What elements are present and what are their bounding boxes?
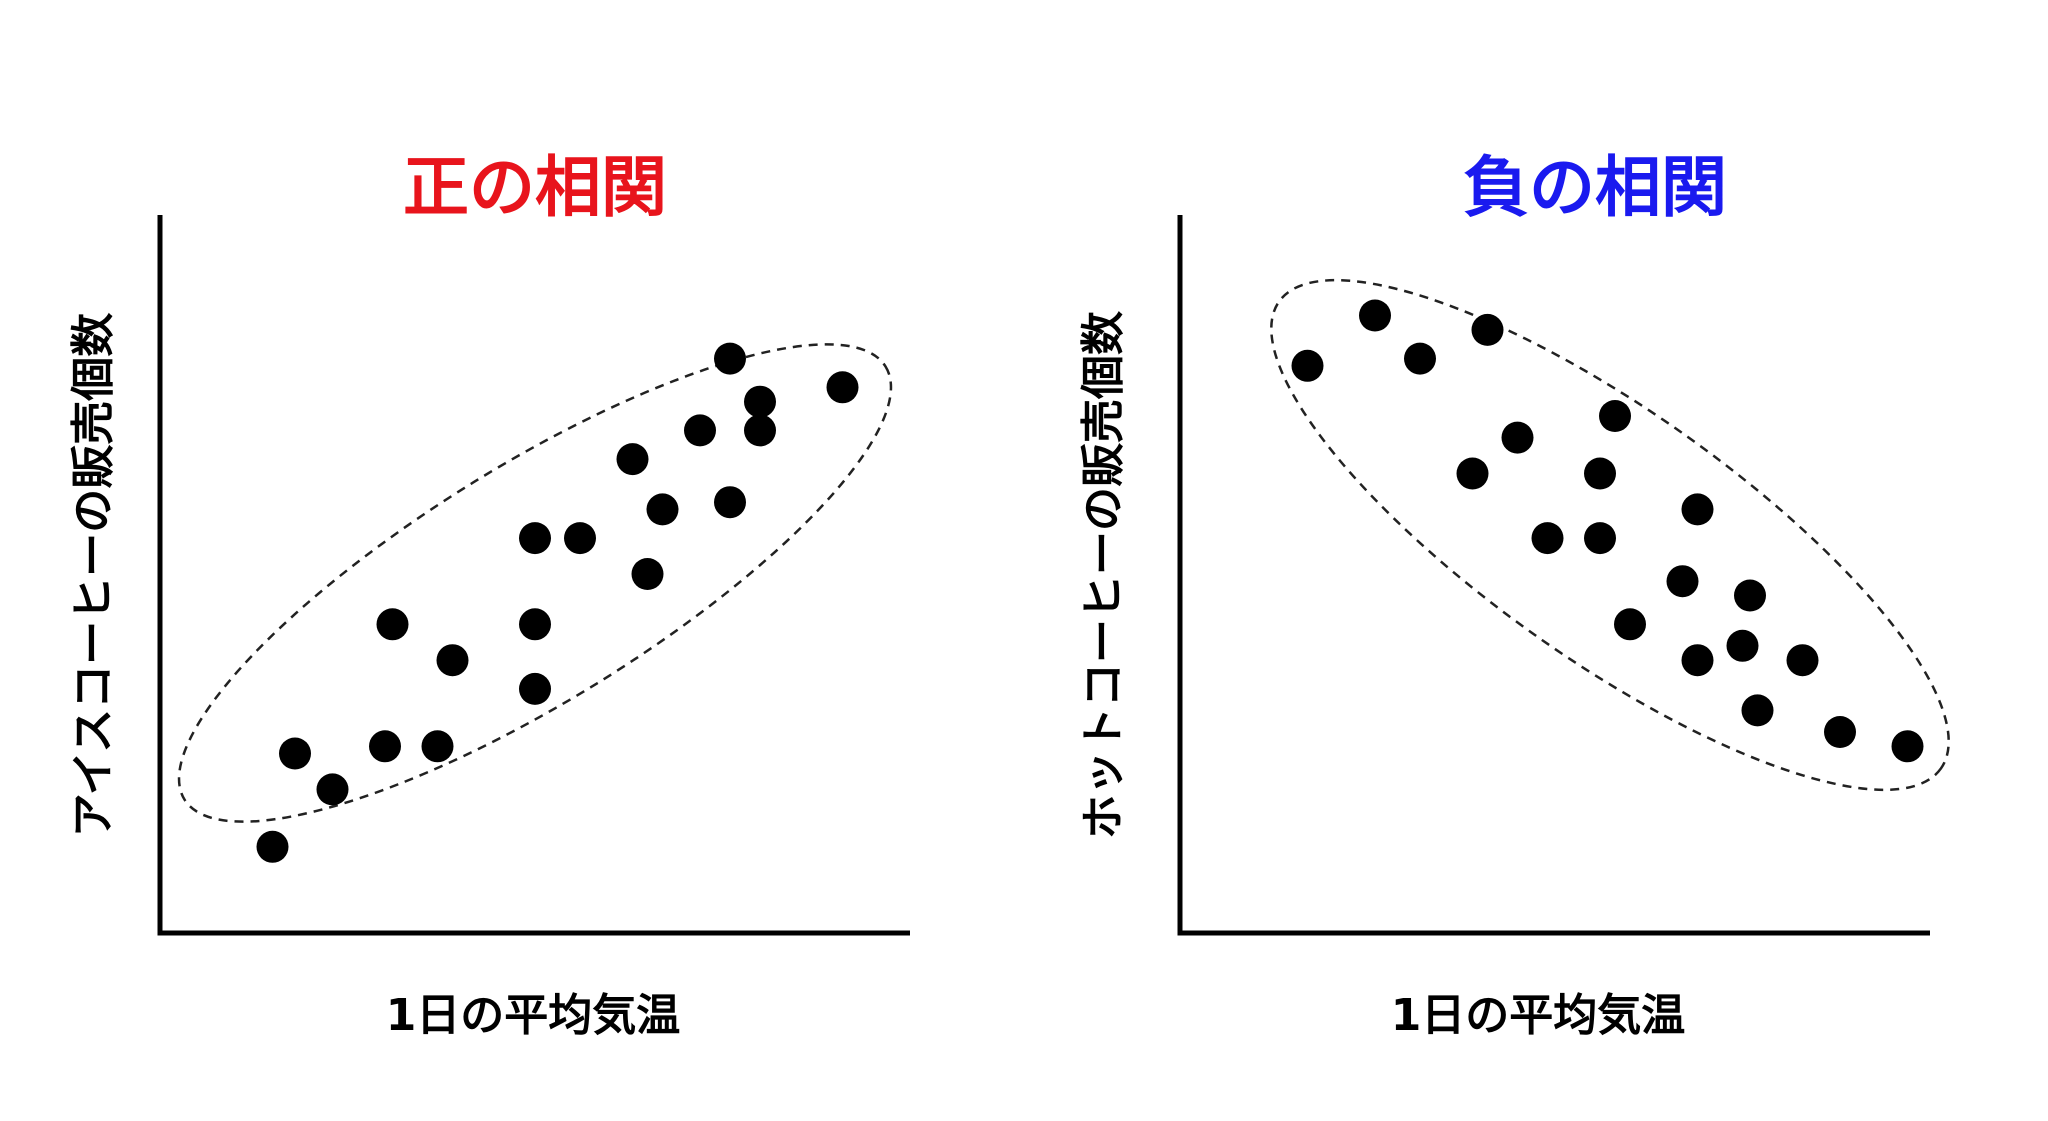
data-point-11 (564, 522, 596, 555)
data-point-17 (1741, 694, 1774, 727)
x-axis-label: 1日の平均気温 (1391, 990, 1686, 1041)
data-point-15 (684, 414, 716, 447)
data-point-14 (646, 493, 679, 526)
x-axis-label: 1日の平均気温 (386, 990, 681, 1041)
data-point-6 (1501, 421, 1534, 454)
data-point-3 (316, 773, 349, 806)
data-point-17 (714, 342, 746, 375)
data-point-18 (1786, 644, 1819, 677)
positive-correlation-chart: 正の相関 アイスコーヒーの販売個数 1日の平均気温 (68, 149, 910, 1041)
data-point-20 (826, 371, 859, 404)
data-point-12 (616, 443, 649, 476)
correlation-ellipse (1270, 278, 1950, 792)
data-point-10 (519, 672, 551, 705)
data-point-7 (436, 644, 469, 677)
data-point-6 (421, 730, 454, 763)
data-point-9 (519, 608, 551, 641)
data-point-4 (1471, 313, 1504, 346)
data-point-13 (1681, 493, 1714, 526)
data-point-2 (1359, 299, 1391, 332)
axes (1177, 215, 1930, 936)
data-point-19 (1824, 716, 1856, 748)
data-point-1 (256, 830, 289, 863)
data-point-1 (1291, 349, 1324, 382)
data-point-12 (1666, 565, 1699, 598)
data-point-13 (631, 558, 664, 590)
data-point-8 (519, 522, 551, 555)
correlation-ellipse (177, 343, 893, 823)
data-point-9 (1584, 457, 1616, 490)
data-point-7 (1531, 522, 1564, 555)
data-point-8 (1584, 522, 1616, 555)
data-point-5 (1456, 457, 1489, 490)
axes (157, 215, 910, 936)
data-point-3 (1404, 342, 1436, 375)
data-point-18 (744, 385, 776, 418)
data-point-5 (376, 608, 409, 641)
data-point-15 (1726, 629, 1759, 662)
chart-title: 負の相関 (1463, 149, 1727, 226)
y-axis-label: アイスコーヒーの販売個数 (68, 313, 119, 837)
data-point-16 (714, 486, 746, 519)
data-point-4 (369, 730, 401, 763)
y-axis-label: ホットコーヒーの販売個数 (1078, 311, 1129, 839)
negative-correlation-chart: 負の相関 ホットコーヒーの販売個数 1日の平均気温 (1078, 149, 1950, 1041)
data-point-19 (744, 414, 776, 447)
data-points (256, 342, 859, 863)
data-point-20 (1891, 730, 1924, 763)
data-point-2 (279, 737, 311, 770)
data-point-16 (1734, 579, 1766, 612)
data-point-14 (1681, 644, 1714, 677)
data-point-10 (1599, 400, 1631, 432)
data-point-11 (1614, 608, 1646, 641)
data-points (1291, 299, 1924, 763)
chart-title: 正の相関 (403, 149, 667, 226)
